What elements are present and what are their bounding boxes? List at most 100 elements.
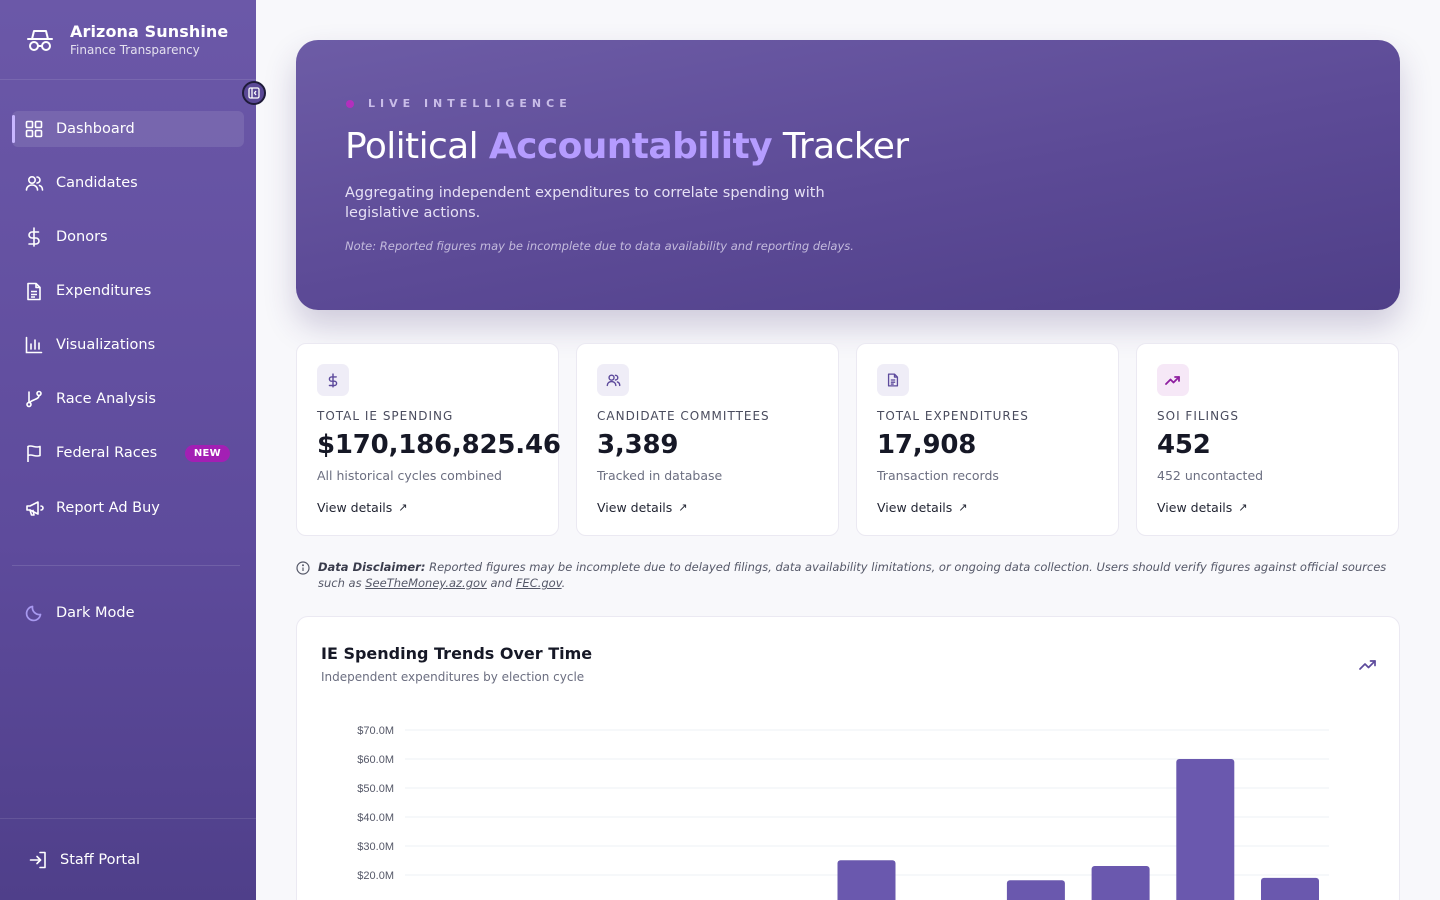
sidebar-item-expenditures[interactable]: Expenditures xyxy=(12,273,244,309)
page-title: Political Accountability Tracker xyxy=(345,126,909,167)
document-icon xyxy=(24,281,44,301)
trending-up-icon[interactable] xyxy=(1359,656,1377,674)
view-details-link[interactable]: View details ↗ xyxy=(1157,500,1248,515)
disclaimer-label: Data Disclaimer: xyxy=(318,560,426,574)
dollar-icon xyxy=(317,364,349,396)
stat-card-soi-filings: SOI FILINGS 452 452 uncontacted View det… xyxy=(1136,343,1399,536)
megaphone-icon xyxy=(24,498,44,518)
chart-bar[interactable] xyxy=(1091,866,1150,900)
ie-spending-bar-chart: $20.0M $30.0M $40.0M $50.0M $60.0M $70.0M xyxy=(357,725,1329,900)
flag-icon xyxy=(24,443,44,463)
stat-value: $170,186,825.46 xyxy=(317,430,561,460)
sidebar-item-federal-races[interactable]: Federal Races NEW xyxy=(12,435,244,471)
stat-subtext: Tracked in database xyxy=(597,468,723,483)
stat-value: 3,389 xyxy=(597,430,679,460)
chart-title: IE Spending Trends Over Time xyxy=(321,644,593,663)
data-disclaimer: Data Disclaimer: Reported figures may be… xyxy=(296,559,1400,591)
sidebar-divider xyxy=(12,565,240,566)
staff-portal-label: Staff Portal xyxy=(60,852,141,868)
sidebar-item-visualizations[interactable]: Visualizations xyxy=(12,327,244,363)
disclaimer-and: and xyxy=(486,576,516,590)
stat-subtext: All historical cycles combined xyxy=(317,468,502,483)
arrow-up-right-icon: ↗ xyxy=(398,501,408,514)
hero-note: Note: Reported figures may be incomplete… xyxy=(345,239,854,253)
arrow-up-right-icon: ↗ xyxy=(678,501,688,514)
brand-title: Arizona Sunshine xyxy=(70,22,229,41)
disclaimer-body: Reported figures may be incomplete due t… xyxy=(318,560,1387,590)
chart-bar[interactable] xyxy=(1006,880,1065,900)
disclaimer-text: Data Disclaimer: Reported figures may be… xyxy=(318,559,1400,591)
hero-eyebrow: LIVE INTELLIGENCE xyxy=(346,97,572,110)
stat-subtext: 452 uncontacted xyxy=(1157,468,1264,483)
moon-icon xyxy=(24,603,44,623)
view-details-link[interactable]: View details ↗ xyxy=(877,500,968,515)
sidebar-footer: Staff Portal xyxy=(0,818,256,900)
login-icon xyxy=(28,850,48,870)
stat-subtext: Transaction records xyxy=(877,468,999,483)
users-icon xyxy=(597,364,629,396)
sidebar-item-label: Federal Races xyxy=(56,445,158,461)
chart-bar[interactable] xyxy=(1261,877,1319,900)
trending-up-icon xyxy=(1157,364,1189,396)
grid-icon xyxy=(24,119,44,139)
dark-mode-label: Dark Mode xyxy=(56,605,135,621)
sidebar-item-label: Expenditures xyxy=(56,283,152,299)
fec-link[interactable]: FEC.gov xyxy=(515,576,562,590)
spy-logo-icon xyxy=(27,29,53,51)
sidebar-item-label: Dashboard xyxy=(56,121,135,137)
sidebar-item-candidates[interactable]: Candidates xyxy=(12,165,244,201)
staff-portal-link[interactable]: Staff Portal xyxy=(16,842,240,878)
bar-chart-icon xyxy=(24,335,44,355)
stat-label: TOTAL EXPENDITURES xyxy=(877,409,1029,423)
y-axis-tick-label: $60.0M xyxy=(357,754,394,766)
hero-description: Aggregating independent expenditures to … xyxy=(345,185,825,221)
sidebar-item-label: Donors xyxy=(56,229,108,245)
chart-bar[interactable] xyxy=(837,860,896,900)
info-icon xyxy=(296,561,310,575)
y-axis-tick-label: $40.0M xyxy=(357,812,394,824)
sidebar: Arizona Sunshine Finance Transparency Da… xyxy=(0,0,256,900)
disclaimer-end: . xyxy=(561,576,566,590)
sidebar-item-label: Race Analysis xyxy=(56,391,156,407)
users-icon xyxy=(24,173,44,193)
sidebar-item-label: Candidates xyxy=(56,175,138,191)
eyebrow-label: LIVE INTELLIGENCE xyxy=(368,97,572,110)
arrow-up-right-icon: ↗ xyxy=(1238,501,1248,514)
brand-subtitle: Finance Transparency xyxy=(70,43,200,57)
sidebar-item-race-analysis[interactable]: Race Analysis xyxy=(12,381,244,417)
seethemoney-link[interactable]: SeeTheMoney.az.gov xyxy=(365,576,487,590)
dollar-icon xyxy=(24,227,44,247)
view-details-link[interactable]: View details ↗ xyxy=(317,500,408,515)
sidebar-collapse-button[interactable] xyxy=(242,81,266,105)
ie-spending-chart-card: IE Spending Trends Over Time Independent… xyxy=(296,616,1400,900)
live-dot xyxy=(346,99,354,108)
branch-icon xyxy=(24,389,44,409)
stat-label: SOI FILINGS xyxy=(1157,409,1239,423)
view-details-label: View details xyxy=(877,500,953,515)
new-badge: NEW xyxy=(184,444,230,462)
stat-value: 17,908 xyxy=(877,430,977,460)
stat-card-candidate-committees: CANDIDATE COMMITTEES 3,389 Tracked in da… xyxy=(576,343,839,536)
document-icon xyxy=(877,364,909,396)
stat-card-total-expenditures: TOTAL EXPENDITURES 17,908 Transaction re… xyxy=(856,343,1119,536)
y-axis-tick-label: $50.0M xyxy=(357,783,394,795)
panel-collapse-icon xyxy=(248,87,260,99)
sidebar-item-label: Report Ad Buy xyxy=(56,500,160,516)
sidebar-item-donors[interactable]: Donors xyxy=(12,219,244,255)
brand[interactable]: Arizona Sunshine Finance Transparency xyxy=(0,0,256,80)
y-axis-tick-label: $20.0M xyxy=(357,870,394,882)
chart-subtitle: Independent expenditures by election cyc… xyxy=(321,670,585,684)
view-details-link[interactable]: View details ↗ xyxy=(597,500,688,515)
y-axis-tick-label: $30.0M xyxy=(357,841,394,853)
title-part-3: Tracker xyxy=(782,126,909,167)
hero-banner: LIVE INTELLIGENCE Political Accountabili… xyxy=(296,40,1400,310)
view-details-label: View details xyxy=(597,500,673,515)
y-axis-tick-label: $70.0M xyxy=(357,725,394,737)
chart-bar[interactable] xyxy=(1176,759,1235,900)
stat-value: 452 xyxy=(1157,430,1211,460)
dark-mode-toggle[interactable]: Dark Mode xyxy=(12,595,244,631)
view-details-label: View details xyxy=(1157,500,1233,515)
sidebar-item-dashboard[interactable]: Dashboard xyxy=(12,111,244,147)
sidebar-item-label: Visualizations xyxy=(56,337,156,353)
sidebar-item-report-ad-buy[interactable]: Report Ad Buy xyxy=(12,490,244,526)
